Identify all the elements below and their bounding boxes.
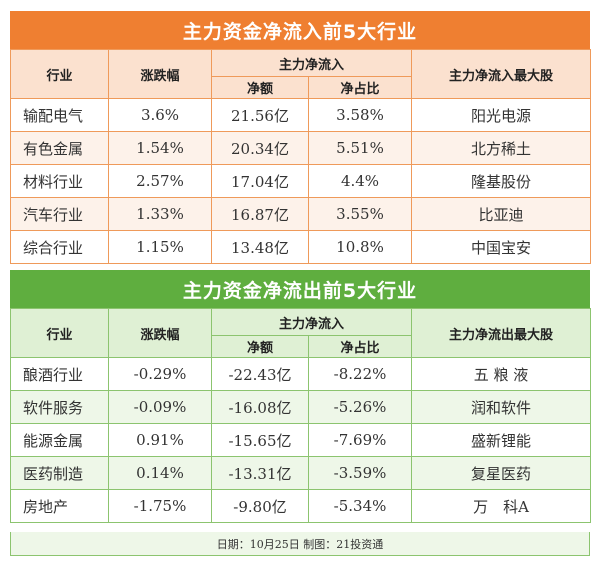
cell-change: -0.09%: [108, 390, 212, 424]
cell-ratio: -5.34%: [307, 489, 413, 523]
cell-net: 17.04亿: [211, 164, 309, 198]
cell-net: -16.08亿: [211, 390, 309, 424]
header-group: 主力净流入: [210, 49, 413, 77]
cell-industry: 综合行业: [10, 230, 109, 264]
cell-ratio: 10.8%: [307, 230, 413, 264]
outflow-table: 行业 涨跌幅 主力净流入 主力净流出最大股 净额 净占比 酿酒行业 -0.29%…: [10, 308, 592, 523]
cell-industry: 汽车行业: [10, 197, 109, 231]
cell-net: 20.34亿: [211, 131, 309, 165]
cell-net: 21.56亿: [211, 98, 309, 132]
cell-industry: 能源金属: [10, 423, 109, 457]
cell-industry: 输配电气: [10, 98, 109, 132]
cell-ratio: 4.4%: [307, 164, 413, 198]
table-row: 材料行业 2.57% 17.04亿 4.4% 隆基股份: [10, 164, 592, 198]
cell-change: 3.6%: [108, 98, 212, 132]
header-ratio: 净占比: [307, 335, 413, 358]
header-change: 涨跌幅: [108, 308, 212, 358]
header-industry: 行业: [10, 308, 109, 358]
cell-stock: 北方稀土: [411, 131, 592, 165]
header-net: 净额: [211, 76, 309, 99]
cell-change: 1.54%: [108, 131, 212, 165]
cell-ratio: -5.26%: [307, 390, 413, 424]
cell-ratio: -7.69%: [307, 423, 413, 457]
cell-stock: 隆基股份: [411, 164, 592, 198]
cell-net: -13.31亿: [211, 456, 309, 490]
table-row: 医药制造 0.14% -13.31亿 -3.59% 复星医药: [10, 456, 592, 490]
cell-ratio: 3.55%: [307, 197, 413, 231]
cell-change: -0.29%: [108, 357, 212, 391]
cell-stock: 润和软件: [411, 390, 592, 424]
cell-change: 1.33%: [108, 197, 212, 231]
table-row: 汽车行业 1.33% 16.87亿 3.55% 比亚迪: [10, 197, 592, 231]
cell-ratio: 3.58%: [307, 98, 413, 132]
cell-net: -15.65亿: [211, 423, 309, 457]
cell-industry: 有色金属: [10, 131, 109, 165]
table-row: 输配电气 3.6% 21.56亿 3.58% 阳光电源: [10, 98, 592, 132]
cell-stock: 盛新锂能: [411, 423, 592, 457]
cell-change: 0.14%: [108, 456, 212, 490]
cell-industry: 软件服务: [10, 390, 109, 424]
header-change: 涨跌幅: [108, 49, 212, 99]
header-net: 净额: [211, 335, 309, 358]
inflow-title: 主力资金净流入前5大行业: [10, 11, 590, 49]
table-row: 酿酒行业 -0.29% -22.43亿 -8.22% 五 粮 液: [10, 357, 592, 391]
header-industry: 行业: [10, 49, 109, 99]
cell-net: -22.43亿: [211, 357, 309, 391]
cell-change: -1.75%: [108, 489, 212, 523]
cell-stock: 阳光电源: [411, 98, 592, 132]
cell-industry: 医药制造: [10, 456, 109, 490]
table-row: 房地产 -1.75% -9.80亿 -5.34% 万 科A: [10, 489, 592, 523]
header-ratio: 净占比: [307, 76, 413, 99]
header-top-stock: 主力净流入最大股: [411, 49, 592, 99]
footer-credit: 日期：10月25日 制图：21投资通: [10, 532, 590, 556]
cell-net: 16.87亿: [211, 197, 309, 231]
cell-stock: 比亚迪: [411, 197, 592, 231]
inflow-table: 行业 涨跌幅 主力净流入 主力净流入最大股 净额 净占比 输配电气 3.6% 2…: [10, 49, 592, 264]
table-row: 软件服务 -0.09% -16.08亿 -5.26% 润和软件: [10, 390, 592, 424]
outflow-title: 主力资金净流出前5大行业: [10, 270, 590, 308]
cell-stock: 复星医药: [411, 456, 592, 490]
cell-net: 13.48亿: [211, 230, 309, 264]
header-top-stock: 主力净流出最大股: [411, 308, 592, 358]
cell-stock: 万 科A: [411, 489, 592, 523]
cell-industry: 房地产: [10, 489, 109, 523]
cell-change: 0.91%: [108, 423, 212, 457]
table-row: 能源金属 0.91% -15.65亿 -7.69% 盛新锂能: [10, 423, 592, 457]
cell-stock: 中国宝安: [411, 230, 592, 264]
cell-stock: 五 粮 液: [411, 357, 592, 391]
cell-change: 2.57%: [108, 164, 212, 198]
table-row: 综合行业 1.15% 13.48亿 10.8% 中国宝安: [10, 230, 592, 264]
cell-change: 1.15%: [108, 230, 212, 264]
cell-net: -9.80亿: [211, 489, 309, 523]
cell-ratio: 5.51%: [307, 131, 413, 165]
cell-industry: 酿酒行业: [10, 357, 109, 391]
table-row: 有色金属 1.54% 20.34亿 5.51% 北方稀土: [10, 131, 592, 165]
cell-ratio: -8.22%: [307, 357, 413, 391]
cell-ratio: -3.59%: [307, 456, 413, 490]
header-group: 主力净流入: [210, 308, 413, 336]
cell-industry: 材料行业: [10, 164, 109, 198]
